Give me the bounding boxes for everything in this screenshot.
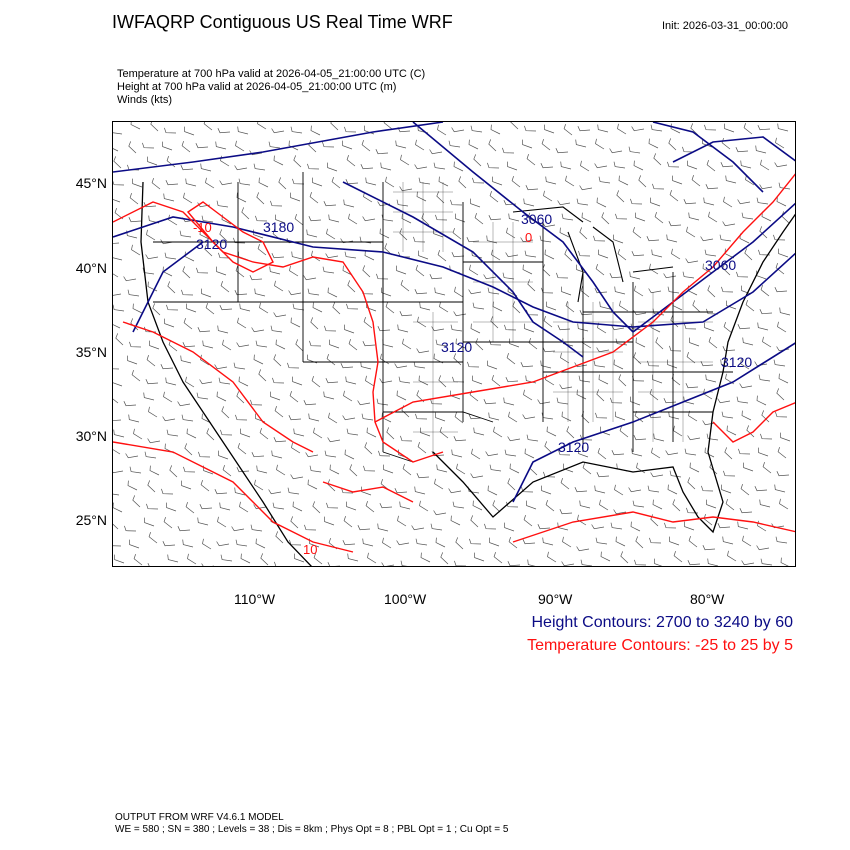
model-output-line: OUTPUT FROM WRF V4.6.1 MODEL	[115, 812, 284, 823]
field-description-temperature: Temperature at 700 hPa valid at 2026-04-…	[117, 68, 426, 80]
field-description-height: Height at 700 hPa valid at 2026-04-05_21…	[117, 81, 397, 93]
lat-label-35n: 35°N	[75, 344, 107, 360]
wind-barbs	[113, 122, 791, 566]
height-label: 3120	[558, 439, 589, 455]
temperature-contour-labels: -10 0 10	[193, 220, 532, 557]
lon-label-80w: 80°W	[690, 591, 725, 607]
height-contour-labels: 3180 3120 3060 3120 3120 3060 3120	[196, 211, 752, 455]
map-plot: 3180 3120 3060 3120 3120 3060 3120 -10 0…	[113, 122, 795, 566]
height-contours	[113, 122, 795, 503]
height-label: 3120	[441, 339, 472, 355]
temperature-label: 0	[525, 230, 532, 245]
great-lakes-outline	[512, 206, 674, 303]
state-borders	[153, 172, 733, 463]
lat-label-30n: 30°N	[75, 428, 107, 444]
lon-label-90w: 90°W	[538, 591, 573, 607]
lat-label-40n: 40°N	[75, 260, 107, 276]
lon-label-110w: 110°W	[234, 591, 276, 607]
lat-label-45n: 45°N	[75, 175, 107, 191]
init-time: Init: 2026-03-31_00:00:00	[662, 20, 788, 32]
height-label: 3060	[705, 257, 736, 273]
height-label: 3120	[196, 236, 227, 252]
temperature-label: 10	[303, 542, 317, 557]
model-config-line: WE = 580 ; SN = 380 ; Levels = 38 ; Dis …	[115, 824, 509, 835]
map-title: IWFAQRP Contiguous US Real Time WRF	[112, 12, 453, 32]
wind-barb-field	[113, 122, 791, 566]
height-label: 3120	[721, 354, 752, 370]
height-label: 3060	[521, 211, 552, 227]
temperature-contours	[113, 173, 795, 553]
temperature-label: -10	[193, 220, 212, 235]
field-description-winds: Winds (kts)	[117, 94, 172, 106]
lat-label-25n: 25°N	[75, 512, 107, 528]
coastline	[140, 181, 795, 566]
height-contour-legend: Height Contours: 2700 to 3240 by 60	[531, 614, 793, 631]
lon-label-100w: 100°W	[384, 591, 427, 607]
map-panel: 3180 3120 3060 3120 3120 3060 3120 -10 0…	[112, 121, 796, 567]
county-borders	[393, 182, 713, 452]
height-label: 3180	[263, 219, 294, 235]
temperature-contour-legend: Temperature Contours: -25 to 25 by 5	[527, 637, 793, 654]
